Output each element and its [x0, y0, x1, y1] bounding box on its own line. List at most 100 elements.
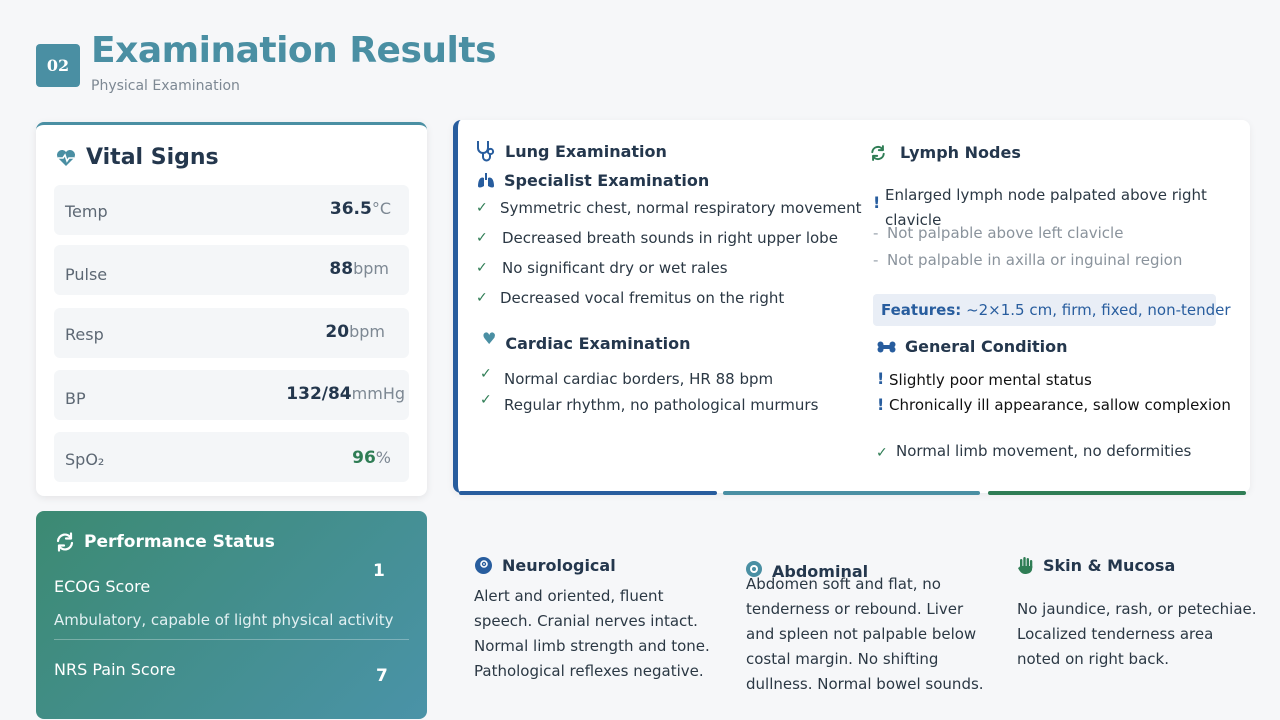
lung-exam-title: Lung Examination — [505, 141, 667, 161]
refresh-icon — [871, 144, 885, 161]
specialist-exam-header: Specialist Examination — [477, 171, 709, 190]
cardiac-finding: ✓ Regular rhythm, no pathological murmurs — [480, 392, 819, 414]
bone-icon — [877, 341, 896, 352]
lymph-negative: - Not palpable above left clavicle — [873, 224, 1123, 242]
section-badge: 02 — [36, 44, 80, 87]
vital-label: Resp — [65, 325, 104, 344]
abdominal-title: Abdominal — [772, 562, 869, 581]
specialist-exam-title: Specialist Examination — [504, 171, 710, 190]
divider — [54, 639, 409, 640]
vital-signs-header: Vital Signs — [56, 145, 219, 170]
lymph-finding-text: Enlarged lymph node palpated above right… — [885, 183, 1207, 233]
vital-unit: % — [375, 448, 391, 467]
vital-number: 96 — [352, 448, 376, 468]
dash-icon: - — [873, 224, 879, 242]
general-warning-text: Chronically ill appearance, sallow compl… — [889, 395, 1231, 414]
text-line: No jaundice, rash, or petechiae. — [1017, 600, 1257, 618]
cardiac-exam-header: ♥ Cardiac Examination — [482, 329, 690, 353]
page-subtitle: Physical Examination — [91, 78, 240, 94]
check-icon: ✓ — [480, 392, 492, 408]
abdominal-text: Abdomen soft and flat, no tenderness or … — [746, 572, 984, 697]
performance-header: Performance Status — [54, 531, 275, 553]
lymph-features-box: Features: ~2×1.5 cm, firm, fixed, non-te… — [873, 294, 1231, 326]
ecog-label: ECOG Score — [54, 577, 151, 596]
vital-signs-card: Vital Signs Temp 36.5°C Pulse 88bpm Resp… — [36, 122, 427, 496]
check-icon: ✓ — [476, 260, 488, 276]
neurological-text: Alert and oriented, fluent speech. Crani… — [474, 584, 710, 684]
vital-value: 96% — [352, 448, 391, 468]
skin-text: No jaundice, rash, or petechiae. Localiz… — [1017, 597, 1257, 672]
text-line: tenderness or rebound. Liver — [746, 600, 964, 618]
performance-title: Performance Status — [84, 532, 275, 552]
lung-finding-text: Decreased breath sounds in right upper l… — [502, 229, 838, 247]
neurological-header: Neurological — [474, 556, 616, 575]
lymph-finding-line: clavicle — [885, 211, 942, 229]
vital-number: 36.5 — [329, 199, 372, 219]
features-label: Features: — [881, 301, 962, 319]
text-line: noted on right back. — [1017, 650, 1169, 668]
lung-exam-header: Lung Examination — [474, 139, 667, 163]
lymph-nodes-header: Lymph Nodes — [869, 143, 1021, 162]
text-line: Localized tenderness area — [1017, 625, 1214, 643]
alert-icon: ! — [877, 368, 885, 388]
general-condition-title: General Condition — [905, 337, 1068, 356]
text-line: Pathological reflexes negative. — [474, 662, 704, 680]
vital-label: Temp — [65, 202, 108, 221]
general-normal: ✓ Normal limb movement, no deformities — [876, 441, 1191, 461]
general-warning: ! Slightly poor mental status — [877, 368, 1092, 390]
text-line: Abdomen soft and flat, no — [746, 575, 941, 593]
nrs-value: 7 — [376, 666, 388, 686]
text-line: costal margin. No shifting — [746, 650, 939, 668]
lung-finding-text: Symmetric chest, normal respiratory move… — [500, 199, 862, 217]
check-icon: ✓ — [480, 366, 492, 382]
eye-icon — [746, 560, 762, 577]
lung-finding-text: Decreased vocal fremitus on the right — [500, 289, 785, 307]
lymph-negative-text: Not palpable above left clavicle — [887, 224, 1124, 242]
performance-status-card: Performance Status ECOG Score 1 Ambulato… — [36, 511, 427, 719]
nrs-label: NRS Pain Score — [54, 660, 176, 679]
lymph-nodes-title: Lymph Nodes — [900, 143, 1021, 162]
tab-indicator-bar — [723, 491, 980, 495]
lung-finding: ✓ Symmetric chest, normal respiratory mov… — [476, 199, 862, 217]
check-icon: ✓ — [876, 445, 888, 461]
vital-number: 20 — [325, 322, 350, 342]
stethoscope-icon — [477, 141, 495, 162]
brain-gear-icon — [475, 557, 492, 574]
vital-row-resp: Resp 20bpm — [54, 308, 409, 358]
vital-row-bp: BP 132/84mmHg — [54, 370, 409, 420]
vital-unit: mmHg — [351, 384, 405, 403]
vital-value: 20bpm — [325, 322, 385, 342]
check-icon: ✓ — [476, 200, 488, 216]
general-warning: ! Chronically ill appearance, sallow comp… — [877, 395, 1231, 414]
dash-icon: - — [873, 251, 879, 269]
skin-title: Skin & Mucosa — [1043, 556, 1176, 575]
lung-finding: ✓ Decreased vocal fremitus on the right — [476, 289, 784, 307]
vital-label: BP — [65, 389, 86, 408]
features-value: ~2×1.5 cm, firm, fixed, non-tender — [966, 301, 1231, 319]
lung-finding-text: No significant dry or wet rales — [502, 259, 728, 277]
page-title: Examination Results — [91, 30, 497, 71]
vital-unit: bpm — [353, 259, 389, 278]
neurological-title: Neurological — [502, 556, 616, 575]
vital-row-spo2: SpO₂ 96% — [54, 432, 409, 482]
lymph-negative: - Not palpable in axilla or inguinal regi… — [873, 251, 1182, 269]
general-warning-text: Slightly poor mental status — [889, 371, 1092, 389]
text-line: speech. Cranial nerves intact. — [474, 612, 698, 630]
lymph-negative-text: Not palpable in axilla or inguinal regio… — [887, 251, 1183, 269]
skin-header: Skin & Mucosa — [1017, 556, 1175, 575]
vital-number: 88 — [329, 259, 354, 279]
vital-row-pulse: Pulse 88bpm — [54, 245, 409, 295]
lung-finding: ✓ Decreased breath sounds in right upper … — [476, 229, 838, 247]
lymph-finding-line: Enlarged lymph node palpated above right — [885, 186, 1207, 204]
alert-icon: ! — [877, 395, 885, 414]
vital-unit: °C — [371, 199, 391, 218]
heart-icon: ♥ — [482, 329, 497, 348]
ecog-value: 1 — [373, 561, 385, 581]
text-line: Normal limb strength and tone. — [474, 637, 710, 655]
refresh-icon — [56, 532, 74, 552]
lung-finding: ✓ No significant dry or wet rales — [476, 259, 728, 277]
vital-signs-title: Vital Signs — [86, 145, 219, 170]
general-normal-text: Normal limb movement, no deformities — [896, 442, 1192, 460]
cardiac-finding-text: Regular rhythm, no pathological murmurs — [504, 396, 819, 414]
alert-icon: ! — [873, 193, 881, 212]
